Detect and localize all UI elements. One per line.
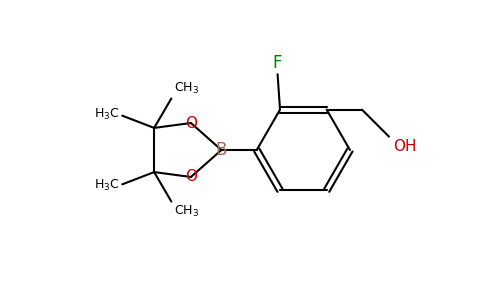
Text: CH$_3$: CH$_3$ — [174, 204, 199, 219]
Text: OH: OH — [393, 139, 416, 154]
Text: O: O — [185, 116, 197, 130]
Text: F: F — [273, 54, 282, 72]
Text: CH$_3$: CH$_3$ — [174, 81, 199, 96]
Text: H$_3$C: H$_3$C — [94, 106, 120, 122]
Text: B: B — [216, 141, 227, 159]
Text: H$_3$C: H$_3$C — [94, 178, 120, 194]
Text: O: O — [185, 169, 197, 184]
